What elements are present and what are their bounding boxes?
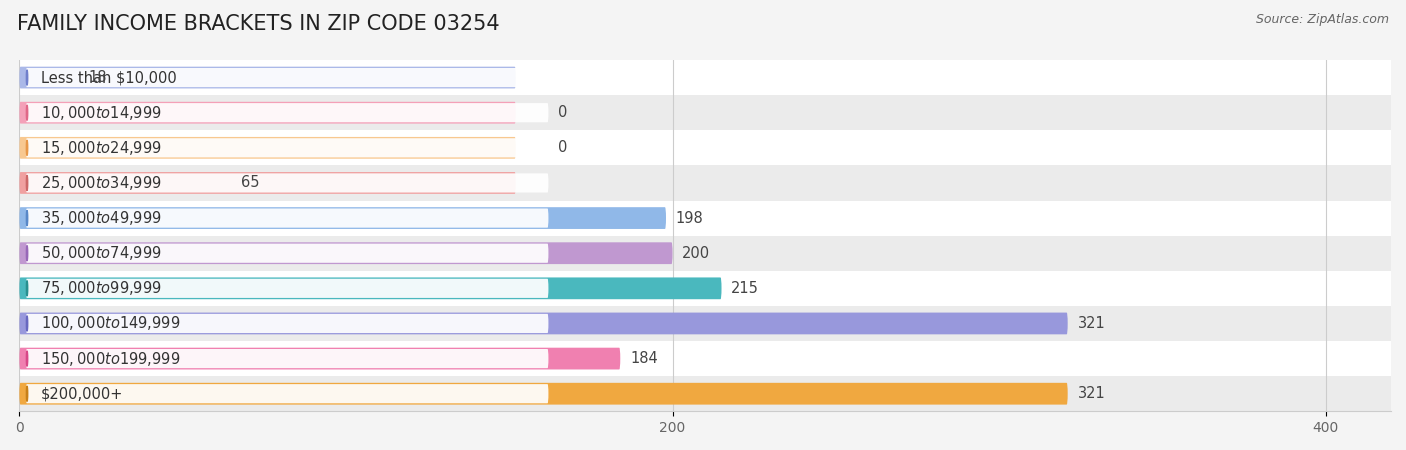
FancyBboxPatch shape [20, 137, 516, 159]
Circle shape [27, 281, 28, 296]
Text: 321: 321 [1077, 316, 1105, 331]
FancyBboxPatch shape [20, 348, 620, 369]
FancyBboxPatch shape [20, 67, 516, 89]
FancyBboxPatch shape [25, 103, 548, 122]
FancyBboxPatch shape [20, 278, 721, 299]
Text: 198: 198 [676, 211, 703, 225]
Text: 0: 0 [558, 140, 568, 155]
Circle shape [27, 316, 28, 331]
Circle shape [27, 211, 28, 226]
FancyBboxPatch shape [25, 314, 548, 333]
FancyBboxPatch shape [25, 279, 548, 298]
FancyBboxPatch shape [25, 173, 548, 193]
FancyBboxPatch shape [25, 138, 548, 158]
FancyBboxPatch shape [20, 172, 516, 194]
Text: 18: 18 [89, 70, 107, 85]
Text: $15,000 to $24,999: $15,000 to $24,999 [41, 139, 162, 157]
Text: 0: 0 [558, 105, 568, 120]
Text: 200: 200 [682, 246, 710, 261]
FancyBboxPatch shape [20, 207, 666, 229]
FancyBboxPatch shape [20, 383, 1067, 405]
Bar [20, 236, 1391, 271]
Bar [20, 130, 1391, 166]
Text: $10,000 to $14,999: $10,000 to $14,999 [41, 104, 162, 122]
Bar [20, 166, 1391, 201]
Text: 65: 65 [242, 176, 260, 190]
Text: 321: 321 [1077, 386, 1105, 401]
Text: 215: 215 [731, 281, 759, 296]
Bar [20, 60, 1391, 95]
Text: Less than $10,000: Less than $10,000 [41, 70, 177, 85]
Text: $35,000 to $49,999: $35,000 to $49,999 [41, 209, 162, 227]
FancyBboxPatch shape [20, 102, 516, 124]
Text: $200,000+: $200,000+ [41, 386, 124, 401]
Text: $150,000 to $199,999: $150,000 to $199,999 [41, 350, 180, 368]
FancyBboxPatch shape [25, 384, 548, 403]
Circle shape [27, 70, 28, 85]
Circle shape [27, 140, 28, 156]
Text: FAMILY INCOME BRACKETS IN ZIP CODE 03254: FAMILY INCOME BRACKETS IN ZIP CODE 03254 [17, 14, 499, 33]
FancyBboxPatch shape [20, 242, 672, 264]
Circle shape [27, 105, 28, 120]
FancyBboxPatch shape [25, 208, 548, 228]
FancyBboxPatch shape [25, 243, 548, 263]
Text: $75,000 to $99,999: $75,000 to $99,999 [41, 279, 162, 297]
Bar [20, 306, 1391, 341]
Circle shape [27, 351, 28, 366]
Bar [20, 376, 1391, 411]
Circle shape [27, 176, 28, 191]
Bar [20, 95, 1391, 130]
Circle shape [27, 386, 28, 401]
FancyBboxPatch shape [20, 313, 1067, 334]
Text: Source: ZipAtlas.com: Source: ZipAtlas.com [1256, 14, 1389, 27]
FancyBboxPatch shape [25, 349, 548, 368]
Text: $25,000 to $34,999: $25,000 to $34,999 [41, 174, 162, 192]
Bar [20, 271, 1391, 306]
FancyBboxPatch shape [25, 68, 548, 87]
Text: $100,000 to $149,999: $100,000 to $149,999 [41, 315, 180, 333]
Text: $50,000 to $74,999: $50,000 to $74,999 [41, 244, 162, 262]
Circle shape [27, 246, 28, 261]
Text: 184: 184 [630, 351, 658, 366]
Bar [20, 201, 1391, 236]
Bar [20, 341, 1391, 376]
